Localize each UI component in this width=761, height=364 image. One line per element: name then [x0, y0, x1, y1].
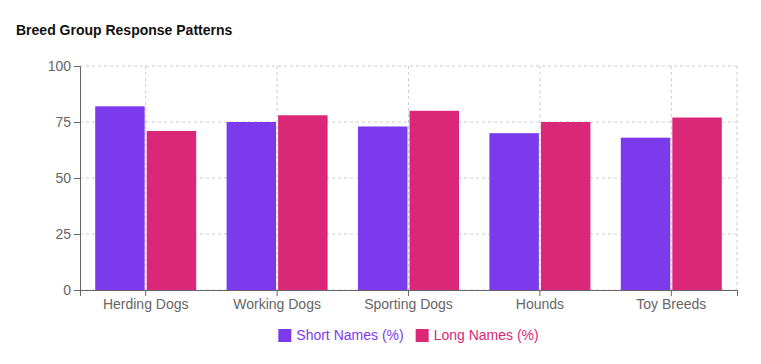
tick-mark: [74, 122, 80, 123]
tick-label: Herding Dogs: [103, 296, 189, 312]
chart: Breed Group Response Patterns 0 25 50 75 100 H…: [0, 0, 761, 364]
tick: 0: [63, 282, 80, 298]
title: Breed Group Response Patterns: [16, 22, 232, 38]
grid-line: [145, 66, 146, 290]
bar: [278, 115, 327, 290]
bar: [489, 133, 538, 290]
tick: Herding Dogs: [103, 290, 189, 312]
tick: 75: [55, 114, 80, 130]
grid: [80, 66, 737, 290]
grid-line: [277, 66, 278, 290]
tick: Hounds: [516, 290, 564, 312]
tick-label: 0: [63, 282, 71, 298]
bar: [147, 131, 196, 290]
legend-item: Long Names (%): [416, 327, 539, 343]
tick-label: 25: [55, 226, 71, 242]
tick-label: Toy Breeds: [636, 296, 706, 312]
grid-line: [539, 66, 540, 290]
grid-line: [671, 66, 672, 290]
legend-swatch: [278, 329, 291, 342]
bar: [621, 138, 670, 290]
tick-label: 75: [55, 114, 71, 130]
tick-mark: [74, 66, 80, 67]
tick-mark: [74, 234, 80, 235]
tick-label: Sporting Dogs: [364, 296, 453, 312]
legend-label: Long Names (%): [434, 327, 539, 343]
tick: Working Dogs: [233, 290, 321, 312]
bar: [95, 106, 144, 290]
legend: Short Names (%) Long Names (%): [278, 327, 538, 343]
bar: [358, 126, 407, 290]
tick: 50: [55, 170, 80, 186]
frame-line: [737, 66, 738, 290]
tick-label: Working Dogs: [233, 296, 321, 312]
tick-mark: [74, 178, 80, 179]
bars: [95, 106, 722, 290]
bar: [672, 118, 721, 290]
plot: 0 25 50 75 100 Herding Dogs Working Dogs Sporti…: [48, 58, 738, 312]
y-axis: 0 25 50 75 100: [48, 58, 81, 298]
tick-label: 100: [48, 58, 72, 74]
bar: [227, 122, 276, 290]
tick: Sporting Dogs: [364, 290, 453, 312]
legend-item: Short Names (%): [278, 327, 403, 343]
x-axis: Herding Dogs Working Dogs Sporting Dogs Hou…: [81, 290, 738, 312]
legend-swatch: [416, 329, 429, 342]
tick: Toy Breeds: [636, 290, 706, 312]
bar: [410, 111, 459, 290]
legend-label: Short Names (%): [296, 327, 403, 343]
tick: 100: [48, 58, 80, 74]
tick-label: Hounds: [516, 296, 564, 312]
tick: 25: [55, 226, 80, 242]
bar: [541, 122, 590, 290]
tick-mark: [74, 290, 80, 291]
grid-line: [408, 66, 409, 290]
axis-line: [74, 67, 81, 291]
tick-label: 50: [55, 170, 71, 186]
